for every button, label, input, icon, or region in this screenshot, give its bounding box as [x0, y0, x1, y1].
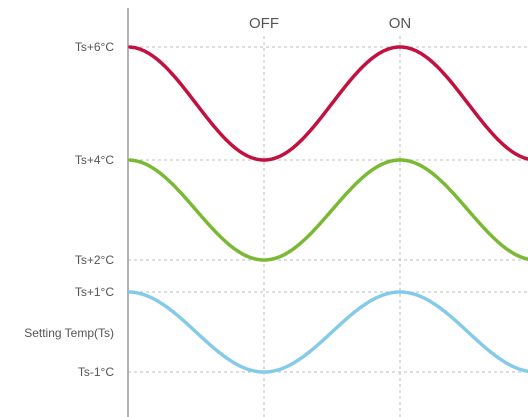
grid-lines [128, 36, 528, 417]
y-tick-label-0: Ts+6°C [75, 40, 114, 54]
top-label-off: OFF [249, 15, 279, 32]
top-label-on: ON [389, 15, 412, 32]
y-tick-label-4: Setting Temp(Ts) [24, 326, 114, 340]
series-line-1 [128, 158, 528, 262]
y-tick-labels: Ts+6°C Ts+4°C Ts+2°C Ts+1°C Setting Temp(Ts)… [24, 40, 114, 379]
series-line-0 [128, 45, 528, 162]
y-tick-label-1: Ts+4°C [75, 153, 114, 167]
y-tick-label-2: Ts+2°C [75, 253, 114, 267]
y-tick-label-3: Ts+1°C [75, 285, 114, 299]
series-line-2 [128, 290, 528, 374]
series-lines [128, 45, 528, 374]
y-tick-label-5: Ts-1°C [78, 365, 114, 379]
